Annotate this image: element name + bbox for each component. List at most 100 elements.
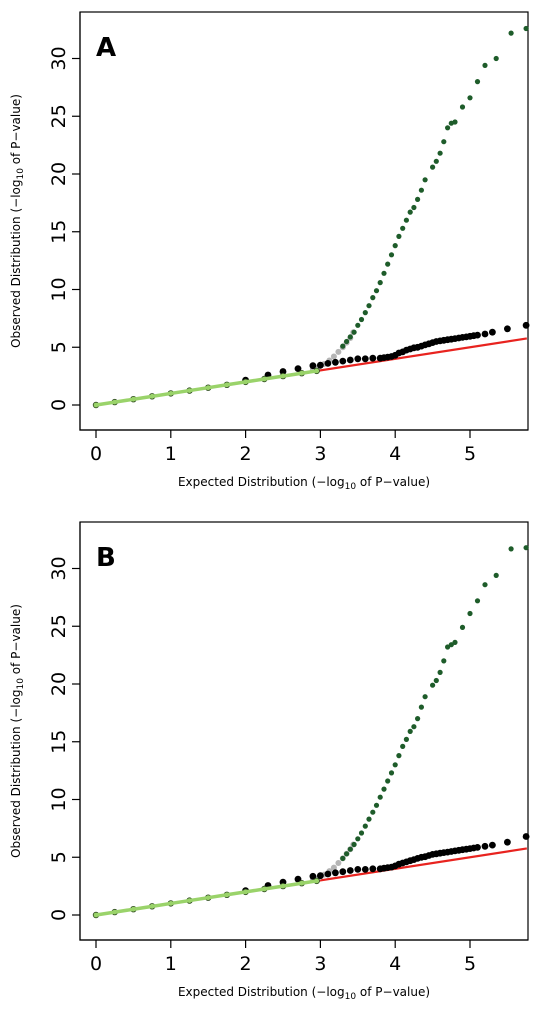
data-point-green <box>452 119 458 125</box>
dense-point-band <box>169 388 192 396</box>
data-point-green <box>396 233 402 239</box>
data-point-green <box>403 736 409 742</box>
qq-plot-panel-b: 0 1 2 3 4 5 0 5 10 15 20 25 30 Expected Distribution … <box>0 510 538 1019</box>
panel-letter: A <box>96 33 116 63</box>
data-point-black <box>346 867 354 874</box>
dense-point-band <box>281 881 304 888</box>
data-point-green <box>430 682 436 688</box>
dense-point-band <box>243 887 267 894</box>
y-tick-label: 5 <box>48 851 70 863</box>
y-tick-label: 25 <box>48 614 70 638</box>
data-point-black <box>489 328 496 336</box>
data-point-green <box>400 225 406 231</box>
x-axis-title: Expected Distribution (−log10 of P−value… <box>178 985 430 1002</box>
data-point-green <box>433 677 439 684</box>
dense-point-band <box>187 895 210 903</box>
data-point-green <box>437 150 443 156</box>
data-point-green <box>474 598 481 604</box>
data-point-green <box>370 295 376 301</box>
x-tick-label: 2 <box>240 443 252 465</box>
x-tick-label: 4 <box>389 443 401 465</box>
y-tick-label: 10 <box>48 277 70 301</box>
data-point-green <box>400 743 406 749</box>
dense-point-band <box>299 369 319 375</box>
dense-point-band <box>94 400 117 407</box>
dense-point-band <box>131 904 154 911</box>
data-point-green <box>392 762 398 768</box>
data-point-green <box>422 694 428 700</box>
data-point-green <box>340 343 346 349</box>
data-point-green <box>381 270 387 276</box>
data-point-green <box>370 809 376 815</box>
series-green <box>340 25 529 349</box>
y-tick-label: 30 <box>48 556 70 580</box>
data-point-green <box>344 851 350 857</box>
qq-plot-panel-a: 0 1 2 3 4 5 0 5 10 15 20 25 30 Expected Distribution … <box>0 0 538 509</box>
data-point-green <box>411 204 417 211</box>
panel-letter: B <box>96 543 116 573</box>
data-point-green <box>493 572 499 578</box>
data-point-green <box>347 846 353 852</box>
data-point-black <box>474 844 481 851</box>
data-point-green <box>433 158 439 164</box>
data-point-green <box>403 217 409 223</box>
plot-border <box>79 521 529 941</box>
y-axis-title: Observed Distribution (−log10 of P−value… <box>9 94 26 348</box>
data-point-black <box>361 866 369 873</box>
data-point-black <box>309 362 317 370</box>
data-point-green <box>523 25 529 32</box>
x-tick-label: 0 <box>90 443 102 465</box>
data-point-black <box>317 872 324 880</box>
data-point-black <box>294 365 302 372</box>
data-point-black <box>369 354 377 362</box>
dense-point-band <box>169 898 192 906</box>
data-point-green <box>351 329 357 335</box>
y-tick-label: 20 <box>48 672 70 696</box>
data-point-black <box>346 356 354 364</box>
data-point-black <box>309 872 317 880</box>
data-point-green <box>422 177 428 183</box>
dense-point-band <box>262 374 285 381</box>
data-point-green <box>459 624 466 630</box>
data-point-black <box>339 357 347 365</box>
dense-point-band <box>262 884 285 891</box>
data-point-green <box>415 716 421 722</box>
x-tick-label: 4 <box>389 953 401 975</box>
data-point-green <box>441 658 447 664</box>
y-axis-title-subscript: 10 <box>16 168 26 180</box>
qq-plot-a-svg: 0 1 2 3 4 5 0 5 10 15 20 25 30 Expected Distribution … <box>9 11 530 492</box>
data-point-green <box>388 770 395 776</box>
data-point-black <box>522 321 530 329</box>
data-point-green <box>437 669 443 675</box>
data-point-black <box>369 865 377 873</box>
x-tick-label: 3 <box>314 953 326 975</box>
plot-border <box>79 11 529 431</box>
dense-point-band <box>243 377 267 384</box>
data-point-green <box>347 334 353 340</box>
y-axis-title-prefix: Observed Distribution (−log <box>9 180 23 348</box>
data-point-green <box>467 95 473 101</box>
x-tick-label: 0 <box>90 953 102 975</box>
data-point-green <box>366 816 372 822</box>
y-tick-label: 25 <box>48 104 70 128</box>
data-point-gray <box>335 348 342 355</box>
axis-frame <box>79 522 528 941</box>
data-point-green <box>474 79 481 85</box>
data-point-green <box>355 836 361 842</box>
dense-point-band <box>299 879 319 885</box>
x-axis-title-prefix: Expected Distribution (−log <box>178 985 345 999</box>
data-point-green <box>358 830 365 836</box>
data-point-green <box>377 280 383 286</box>
x-axis-title-suffix: of P−value) <box>356 985 430 999</box>
data-point-black <box>354 355 362 363</box>
data-point-green <box>508 546 514 552</box>
data-point-green <box>392 243 398 249</box>
data-point-green <box>467 610 473 617</box>
data-point-green <box>452 639 458 645</box>
data-point-green <box>493 55 499 62</box>
data-point-black <box>339 868 347 876</box>
data-point-green <box>362 310 368 316</box>
data-point-gray <box>335 860 342 866</box>
x-tick-label: 1 <box>165 443 177 465</box>
data-point-black <box>361 355 369 363</box>
